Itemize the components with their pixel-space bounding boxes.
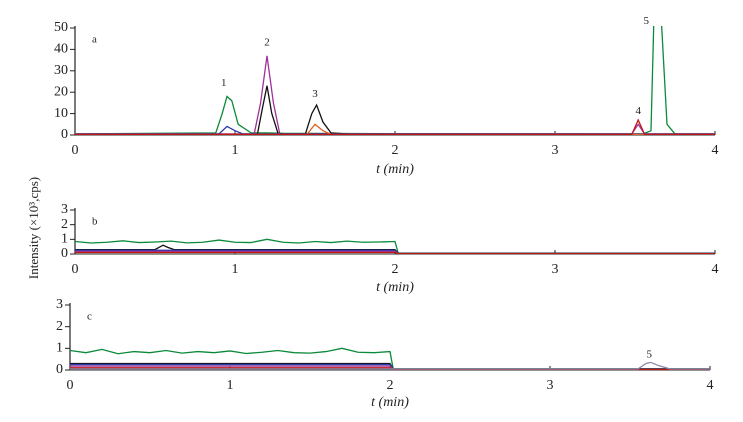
y-tick-label: 1	[56, 341, 63, 356]
x-tick-label: 0	[72, 262, 79, 277]
y-tick-label: 20	[54, 84, 68, 99]
y-tick-label: 10	[54, 106, 68, 121]
x-axis-label: t (min)	[376, 280, 414, 295]
x-tick-label: 0	[67, 378, 74, 393]
line-series	[75, 238, 715, 254]
y-tick-label: 3	[56, 297, 63, 312]
peak-label: 1	[221, 77, 227, 89]
peak-label: 5	[646, 348, 652, 360]
x-tick-label: 4	[707, 378, 714, 393]
x-axis-label: t (min)	[376, 162, 414, 177]
x-tick-label: 2	[392, 262, 399, 277]
y-tick-label: 3	[61, 202, 68, 217]
x-tick-label: 1	[227, 378, 234, 393]
y-tick-label: 40	[54, 42, 68, 57]
line-series	[70, 361, 710, 370]
y-tick-label: 0	[56, 362, 63, 377]
panel-label: a	[92, 34, 97, 46]
x-tick-label: 2	[387, 378, 394, 393]
y-axis-label: Intensity (×10³,cps)	[26, 177, 41, 279]
line-series	[70, 347, 710, 370]
x-tick-label: 3	[552, 262, 559, 277]
y-tick-label: 50	[54, 20, 68, 35]
y-tick-label: 30	[54, 63, 68, 78]
x-tick-label: 3	[552, 143, 559, 158]
peak-label: 2	[264, 37, 270, 49]
line-series	[75, 26, 715, 135]
x-tick-label: 0	[72, 143, 79, 158]
panel-label: c	[87, 311, 92, 323]
line-series	[75, 55, 715, 135]
plot-area	[75, 238, 715, 254]
y-tick-label: 2	[56, 319, 63, 334]
line-series	[75, 85, 715, 135]
line-series	[75, 118, 715, 135]
y-tick-label: 0	[61, 246, 68, 261]
panel-label: b	[92, 216, 98, 228]
peak-label: 4	[635, 105, 641, 117]
y-tick-label: 0	[61, 127, 68, 142]
y-tick-label: 2	[61, 217, 68, 232]
peak-label: 3	[312, 88, 318, 100]
x-tick-label: 3	[547, 378, 554, 393]
x-axis-label: t (min)	[371, 395, 409, 410]
peak-label: 5	[643, 15, 649, 27]
x-tick-label: 1	[232, 262, 239, 277]
x-tick-label: 2	[392, 143, 399, 158]
plot-area	[70, 347, 710, 370]
y-tick-label: 1	[61, 232, 68, 247]
plot-area	[75, 26, 715, 135]
x-tick-label: 4	[712, 143, 719, 158]
x-tick-label: 1	[232, 143, 239, 158]
line-series	[75, 251, 715, 254]
x-tick-label: 4	[712, 262, 719, 277]
